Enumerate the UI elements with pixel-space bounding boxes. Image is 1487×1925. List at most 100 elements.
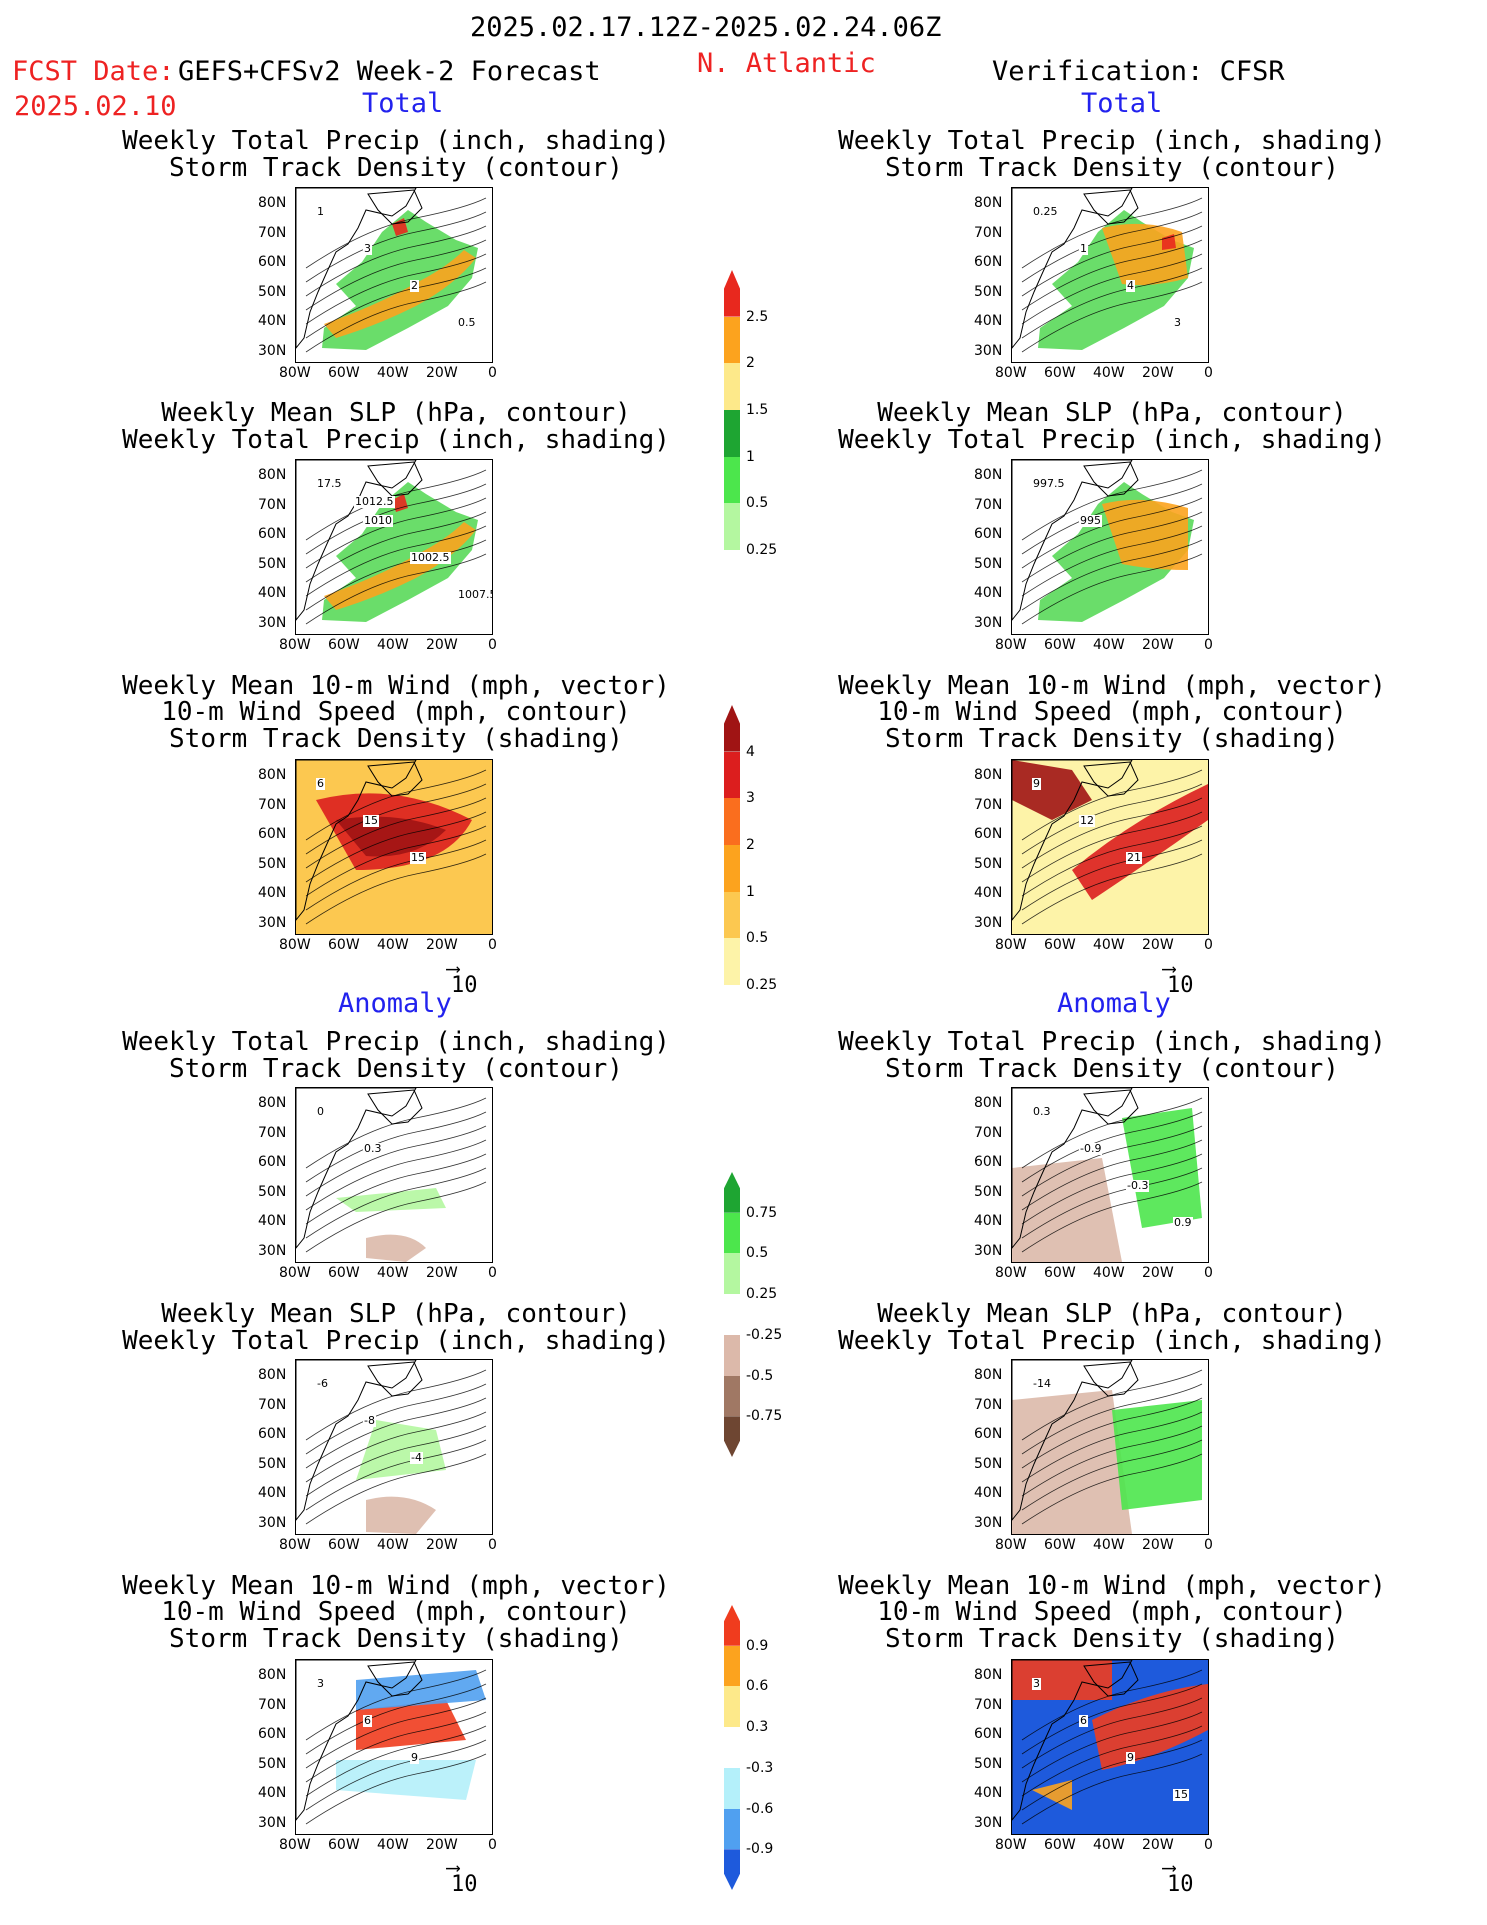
colorbar-segment [724,1172,740,1213]
lon-tick-label: 60W [328,937,360,953]
lat-tick-label: 40N [258,1485,287,1501]
colorbar-label: -0.6 [746,1800,774,1817]
lat-tick-label: 30N [974,1514,1003,1531]
lat-tick-label: 60N [258,1154,287,1170]
map-fc-total-precip: 1 3 2 0.5 [295,187,493,363]
lat-tick-label: 80N [974,767,1003,783]
lat-tick-label: 80N [974,1095,1003,1111]
colorbar-segment [724,1727,740,1768]
lat-tick-label: 60N [974,826,1003,842]
lat-tick-label: 30N [974,1242,1003,1259]
lat-tick-label: 60N [974,1726,1003,1742]
contour-value-label: 15 [363,814,379,827]
contour-value-label: 6 [1079,1714,1088,1727]
lon-tick-label: 80W [279,1837,311,1853]
lat-tick-label: 60N [258,526,287,542]
lat-tick-label: 30N [258,914,287,931]
colorbar-label: 0.25 [746,1286,778,1303]
lon-tick-label: 80W [279,637,311,653]
panel-title-line: Weekly Total Precip (inch, shading) [122,425,670,455]
map-canvas [296,188,492,362]
lon-tick-label: 0 [1204,937,1213,953]
colorbar-label: 2.5 [746,308,769,325]
lat-tick-label: 50N [974,855,1003,872]
colorbar-segment [724,363,740,410]
lat-tick-label: 80N [974,1367,1003,1383]
panel-title-line: Weekly Total Precip (inch, shading) [122,126,670,156]
contour-value-label: -14 [1032,1377,1052,1390]
panel-title-line: Weekly Total Precip (inch, shading) [838,126,1386,156]
colorbar-label: 4 [746,743,755,760]
lat-tick-label: 60N [974,526,1003,542]
vector-reference-fc-total: ⟶ 10 [447,956,478,998]
lat-tick-label: 50N [258,855,287,872]
lon-tick-label: 60W [328,637,360,653]
verification-label: Verification: CFSR [992,56,1285,87]
contour-value-label: 15 [410,851,426,864]
lon-tick-label: 40W [1093,1537,1125,1553]
contour-value-label: -0.9 [1079,1142,1103,1155]
lat-tick-label: 70N [974,796,1003,813]
panel-title-line: Weekly Mean 10-m Wind (mph, vector) [838,671,1386,701]
contour-value-label: -4 [410,1451,423,1464]
colorbar-storm-total: 4 3 2 1 0.5 0.25 [724,705,777,993]
lon-tick-label: 60W [1044,1265,1076,1281]
colorbar-label: 0.25 [746,977,778,993]
lat-tick-label: 30N [258,1514,287,1531]
lat-tick-label: 60N [974,1154,1003,1170]
panel-title-line: Weekly Total Precip (inch, shading) [838,1326,1386,1356]
lat-tick-label: 70N [974,496,1003,513]
colorbar-segment [724,270,740,317]
colorbar-segment [724,845,740,892]
lat-tick-label: 80N [974,195,1003,211]
lat-tick-label: 30N [258,1814,287,1831]
map-canvas [296,760,492,934]
colorbar-segment [724,891,740,939]
lon-tick-label: 40W [1093,1265,1125,1281]
colorbar-segment [724,410,740,457]
colorbar-label: 0.75 [746,1204,778,1221]
colorbar-segment [724,938,740,985]
lon-tick-label: 0 [488,1537,497,1553]
contour-value-label: 3 [1032,1677,1041,1690]
lon-tick-label: 40W [377,637,409,653]
contour-value-label: 1007.5 [457,589,492,601]
map-canvas [1012,460,1208,634]
lat-tick-label: 50N [974,555,1003,572]
lat-tick-label: 70N [258,224,287,241]
lon-tick-label: 40W [377,1537,409,1553]
lat-tick-label: 60N [258,1426,287,1442]
colorbar-label: 0.3 [746,1719,769,1736]
vector-arrow-icon: ⟶ [447,1855,460,1879]
lat-tick-label: 80N [258,767,287,783]
lon-tick-label: 40W [377,365,409,381]
lat-tick-label: 50N [974,1183,1003,1200]
colorbar-segment [724,1212,740,1254]
lat-tick-label: 30N [974,342,1003,359]
panel-title-line: Weekly Mean SLP (hPa, contour) [161,1299,631,1329]
lat-tick-label: 30N [974,1814,1003,1831]
lon-tick-label: 0 [488,1265,497,1281]
lon-tick-label: 80W [279,1537,311,1553]
lon-tick-label: 40W [377,937,409,953]
fcst-date-label: FCST Date: [12,56,175,87]
lon-tick-label: 60W [1044,1537,1076,1553]
lat-tick-label: 40N [258,585,287,601]
lon-tick-label: 20W [1142,1265,1174,1281]
lat-tick-label: 70N [974,1396,1003,1413]
map-fc-anom-precip: 0 0.3 [295,1087,493,1263]
lon-tick-label: 0 [1204,1537,1213,1553]
lat-tick-label: 80N [258,1667,287,1683]
lon-tick-label: 80W [279,937,311,953]
colorbar-segment [724,1605,740,1646]
colorbar-label: -0.25 [746,1326,783,1343]
contour-value-label: 997.5 [1032,477,1066,490]
lat-tick-label: 50N [258,1755,287,1772]
map-canvas [1012,760,1208,934]
colorbar-segment [724,1849,740,1890]
lat-tick-label: 50N [974,1755,1003,1772]
panel-title-line: Weekly Mean SLP (hPa, contour) [877,398,1347,428]
lat-tick-label: 50N [974,283,1003,300]
lat-tick-label: 50N [258,283,287,300]
colorbar-label: 0.9 [746,1637,769,1654]
